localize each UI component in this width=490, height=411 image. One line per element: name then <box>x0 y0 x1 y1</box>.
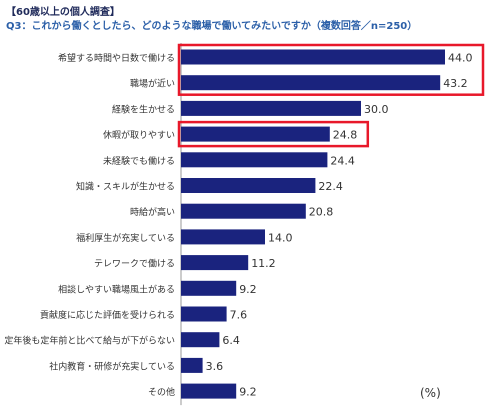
bar <box>181 126 330 142</box>
value-label: 22.4 <box>318 180 343 193</box>
bar <box>181 306 227 322</box>
highlight-box <box>177 43 485 96</box>
bar <box>181 100 361 116</box>
value-label: 24.4 <box>330 154 355 167</box>
category-label: 相談しやすい職場風土がある <box>58 283 175 295</box>
value-label: 43.2 <box>443 77 468 90</box>
category-label: 知識・スキルが生かせる <box>76 181 175 193</box>
value-label: 24.8 <box>333 129 358 142</box>
bar <box>181 280 237 296</box>
bar <box>181 75 441 91</box>
unit-label: (%) <box>420 386 441 400</box>
highlight-box <box>177 120 370 148</box>
value-label: 44.0 <box>448 52 473 65</box>
value-label: 9.2 <box>239 386 257 399</box>
category-label: 職場が近い <box>130 78 175 90</box>
category-label: 希望する時間や日数で働ける <box>58 52 175 64</box>
value-label: 14.0 <box>268 231 293 244</box>
bar <box>181 255 249 271</box>
category-label: テレワークで働ける <box>94 258 175 270</box>
category-label: 未経験でも働ける <box>103 155 175 167</box>
bar <box>181 229 265 245</box>
question-text: Q3：これから働くとしたら、どのような職場で働いてみたいですか（複数回答／n=2… <box>6 21 418 32</box>
bar <box>181 49 445 65</box>
category-label: その他 <box>148 386 175 398</box>
value-label: 20.8 <box>309 206 334 219</box>
category-label: 貢献度に応じた評価を受けられる <box>40 309 175 321</box>
bar <box>181 203 306 219</box>
category-label: 休暇が取りやすい <box>103 129 175 141</box>
survey-title: 【60歳以上の個人調査】 <box>6 7 120 18</box>
category-label: 時給が高い <box>130 206 175 218</box>
bar <box>181 332 220 348</box>
category-label: 福利厚生が充実している <box>76 232 175 244</box>
category-label: 社内教育・研修が充実している <box>49 360 175 372</box>
bar <box>181 357 203 373</box>
bar <box>181 178 316 193</box>
bar <box>181 383 237 399</box>
category-label: 経験を生かせる <box>112 103 175 115</box>
bar <box>181 152 328 168</box>
value-label: 11.2 <box>251 257 276 270</box>
value-label: 3.6 <box>206 360 224 373</box>
value-label: 6.4 <box>222 334 240 347</box>
value-label: 9.2 <box>239 283 257 296</box>
category-label: 定年後も定年前と比べて給与が下がらない <box>4 335 175 347</box>
value-label: 7.6 <box>230 309 248 322</box>
value-label: 30.0 <box>364 103 389 116</box>
